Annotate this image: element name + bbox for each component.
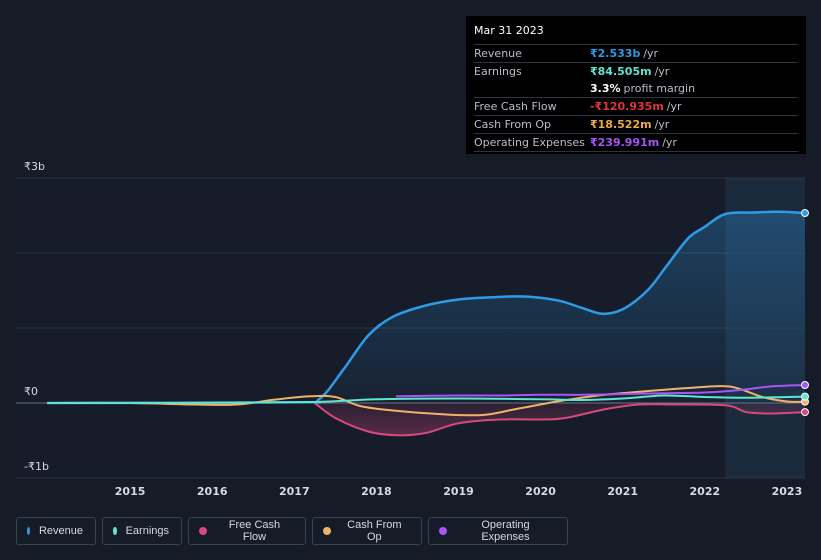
tooltip-unit: /yr	[654, 118, 670, 131]
tooltip-unit: /yr	[643, 47, 659, 60]
earnings-line	[47, 394, 806, 404]
operating-expenses-line	[395, 384, 806, 398]
legend-earnings[interactable]: Earnings	[102, 517, 182, 545]
tooltip-unit: /yr	[666, 100, 682, 113]
x-tick-label: 2021	[607, 485, 638, 498]
tooltip-label	[474, 80, 590, 97]
legend-dot-icon	[323, 527, 331, 535]
tooltip-row-profit-margin: 3.3% profit margin	[474, 80, 798, 98]
tooltip-value: ₹239.991m	[590, 136, 660, 149]
revenue-end-point	[801, 209, 809, 218]
tooltip-value: ₹84.505m	[590, 65, 652, 78]
tooltip-value: ₹2.533b	[590, 47, 641, 60]
y-tick-label: ₹3b	[24, 160, 45, 173]
x-tick-label: 2019	[443, 485, 474, 498]
tooltip-row-cash-from-op: Cash From Op ₹18.522m /yr	[474, 116, 798, 134]
x-tick-label: 2022	[690, 485, 721, 498]
cash-from-op-line	[47, 384, 806, 417]
tooltip-row-free-cash-flow: Free Cash Flow -₹120.935m /yr	[474, 98, 798, 116]
legend-revenue[interactable]: Revenue	[16, 517, 96, 545]
free-cash-flow-area	[314, 403, 805, 436]
tooltip-row-operating-expenses: Operating Expenses ₹239.991m /yr	[474, 134, 798, 152]
tooltip-value: -₹120.935m	[590, 100, 664, 113]
legend-dot-icon	[27, 527, 30, 535]
free-cash-flow-line	[313, 402, 806, 437]
tooltip-label: Revenue	[474, 47, 522, 60]
legend-label: Operating Expenses	[481, 519, 530, 543]
tooltip-label: Free Cash Flow	[474, 100, 557, 113]
legend-operating-expenses[interactable]: Operating Expenses	[428, 517, 568, 545]
legend-dot-icon	[113, 527, 117, 535]
legend-label: Cash From Op	[347, 519, 402, 543]
legend-free-cash-flow[interactable]: Free Cash Flow	[188, 517, 306, 545]
x-tick-label: 2018	[361, 485, 392, 498]
x-tick-label: 2020	[525, 485, 556, 498]
legend-cash-from-op[interactable]: Cash From Op	[312, 517, 422, 545]
y-tick-label: -₹1b	[24, 460, 49, 473]
free-cash-flow-end-point	[801, 408, 809, 417]
x-tick-label: 2015	[115, 485, 146, 498]
operating-expenses-end-point	[801, 381, 809, 389]
tooltip-row-earnings: Earnings ₹84.505m /yr	[474, 63, 798, 80]
earnings-end-point	[801, 392, 809, 401]
legend-label: Free Cash Flow	[228, 519, 281, 543]
tooltip-unit: /yr	[654, 65, 670, 78]
legend-dot-icon	[199, 527, 207, 535]
tooltip-date: Mar 31 2023	[474, 24, 798, 45]
tooltip-row-revenue: Revenue ₹2.533b /yr	[474, 45, 798, 63]
tooltip-label: Cash From Op	[474, 118, 552, 131]
tooltip-value: ₹18.522m	[590, 118, 652, 131]
tooltip-unit: profit margin	[623, 82, 696, 95]
tooltip-panel: Mar 31 2023 Revenue ₹2.533b /yr Earnings…	[466, 16, 806, 154]
tooltip-label: Operating Expenses	[474, 136, 585, 149]
x-tick-label: 2023	[772, 485, 803, 498]
tooltip-unit: /yr	[662, 136, 677, 149]
legend-label: Revenue	[38, 525, 83, 537]
chart-legend: Revenue Earnings Free Cash Flow Cash Fro…	[16, 517, 574, 547]
legend-dot-icon	[439, 527, 447, 535]
tooltip-value: 3.3%	[590, 82, 621, 95]
x-tick-label: 2016	[197, 485, 228, 498]
revenue-line	[46, 210, 807, 405]
legend-label: Earnings	[125, 525, 169, 537]
revenue-area	[48, 211, 805, 403]
y-tick-label: ₹0	[24, 385, 38, 398]
tooltip-label: Earnings	[474, 65, 522, 78]
x-tick-label: 2017	[279, 485, 310, 498]
